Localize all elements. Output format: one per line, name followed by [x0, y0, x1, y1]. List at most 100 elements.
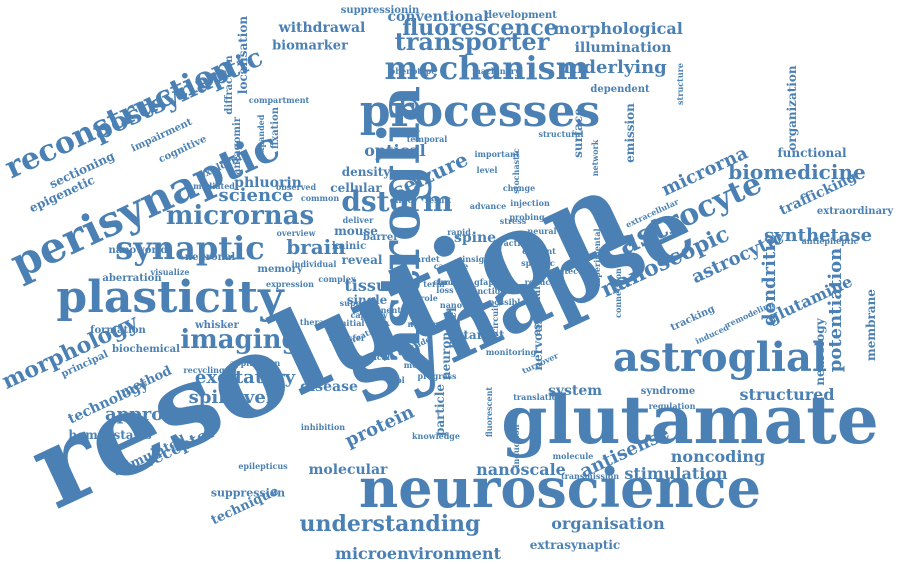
word-mouse: mouse: [334, 224, 378, 238]
word-injection: injection: [510, 198, 550, 208]
word-neuroscience: neuroscience: [359, 456, 761, 520]
word-glutamate: glutamate: [501, 381, 879, 459]
word-probing: probing: [509, 212, 545, 222]
word-recycling: recycling: [183, 365, 225, 375]
word-expression: expression: [266, 279, 314, 289]
word-initial: initial: [337, 318, 365, 328]
word-network: network: [590, 139, 600, 177]
word-biochemical: biochemical: [112, 344, 180, 355]
word-localisation: localisation: [236, 15, 250, 95]
word-knowledge: knowledge: [412, 431, 460, 441]
word-extraordinary: extraordinary: [816, 206, 894, 217]
word-support: support: [339, 298, 375, 308]
word-microenvironment: microenvironment: [335, 544, 501, 563]
word-possible: possible: [488, 297, 526, 307]
word-nanoworld: nanoworld: [108, 245, 168, 256]
word-mediated: mediated: [193, 181, 235, 191]
word-rapid: rapid: [447, 227, 471, 237]
word-fluorescence: fluorescence: [402, 15, 558, 41]
word-dstorm: dstorm: [341, 185, 453, 218]
word-potentiation: potentiation: [825, 247, 846, 373]
word-result: result: [424, 195, 452, 205]
word-circuit: circuit: [490, 304, 500, 334]
word-synthetase: synthetase: [763, 225, 873, 246]
word-antiepileptic: antiepileptic: [801, 236, 859, 246]
word-loss: loss: [436, 285, 454, 295]
word-specific: specific: [521, 258, 555, 268]
word-connection: connection: [613, 268, 623, 318]
word-epilepticus: epilepticus: [238, 461, 288, 471]
word-chronic: chronic: [433, 277, 467, 287]
word-noncoding: noncoding: [670, 447, 766, 466]
word-machinery: machinery: [472, 66, 520, 76]
word-compartment: compartment: [248, 95, 310, 105]
word-role: role: [420, 293, 438, 303]
word-fixation: fixation: [270, 106, 281, 150]
word-architecture: architecture: [541, 266, 597, 276]
word-suppression: suppression: [210, 486, 286, 500]
word-syndrome: syndrome: [640, 386, 696, 397]
word-target: target: [463, 328, 505, 342]
word-transmission: transmission: [560, 471, 620, 481]
word-kainic: kainic: [331, 241, 367, 252]
word-tool: tool: [387, 375, 405, 385]
word-function: function: [468, 286, 506, 296]
word-suppressionin: suppressionin: [340, 5, 420, 16]
word-regulation: regulation: [648, 401, 696, 411]
word-spillover: spillover: [188, 387, 276, 408]
word-molecule: molecule: [552, 451, 594, 461]
word-numerous: numerous: [407, 319, 453, 329]
word-vicinity: vicinity: [493, 282, 527, 292]
word-illumination: illumination: [574, 40, 672, 56]
word-critical: critical: [358, 352, 390, 362]
word-gfap: gfap: [474, 277, 494, 287]
word-expanded: expanded: [256, 114, 266, 158]
word-term: term: [423, 279, 445, 289]
word-homeostasis: homeostasis: [68, 428, 152, 442]
word-molecular: molecular: [308, 462, 388, 478]
word-mechanism: mechanism: [384, 49, 590, 87]
word-excitatory: excitatory: [194, 367, 296, 388]
word-induction: induction: [511, 424, 521, 468]
word-neuronal: neuronal: [184, 252, 236, 263]
word-level: level: [476, 165, 498, 175]
word-reveal: reveal: [341, 253, 383, 267]
word-inhibition: inhibition: [300, 422, 346, 432]
word-plasticity: plasticity: [56, 272, 284, 323]
word-application: application: [229, 358, 281, 368]
word-synaptic: synaptic: [115, 229, 265, 267]
word-astroglial: astroglial: [612, 334, 828, 381]
word-visualize: visualize: [150, 267, 190, 277]
word-dependent: dependent: [590, 84, 650, 95]
word-tissue: tissue: [344, 276, 398, 295]
word-micrornas: micrornas: [165, 201, 315, 231]
word-density: density: [341, 165, 391, 179]
word-overview: overview: [276, 228, 316, 238]
word-insight: insight: [462, 254, 494, 264]
word-mode: mode: [403, 360, 429, 370]
word-capacity: capacity: [350, 310, 388, 320]
word-deliver: deliver: [342, 215, 374, 225]
word-organisation: organisation: [551, 514, 665, 533]
word-development: development: [485, 10, 557, 21]
word-direct: direct: [389, 195, 417, 205]
word-imaging: imaging: [180, 325, 300, 355]
word-activity: activity: [503, 238, 537, 248]
word-translation: translation: [513, 392, 563, 402]
word-approach: approach: [104, 404, 200, 425]
word-functional: functional: [777, 146, 847, 160]
word-underlying: underlying: [557, 57, 667, 78]
word-stimulation: stimulation: [624, 464, 728, 483]
word-structured: structured: [739, 385, 835, 404]
word-processes: processes: [359, 86, 601, 137]
word-pertinent: pertinent: [358, 305, 402, 315]
word-advance: advance: [469, 201, 507, 211]
word-bardet: bardet: [410, 254, 440, 264]
word-understanding: understanding: [299, 511, 481, 537]
word-common: common: [300, 193, 340, 203]
word-reduce: reduce: [524, 277, 556, 287]
word-organization: organization: [785, 65, 799, 151]
word-observed: observed: [275, 182, 317, 192]
word-particle: particle: [433, 383, 447, 437]
word-current: current: [522, 246, 556, 256]
